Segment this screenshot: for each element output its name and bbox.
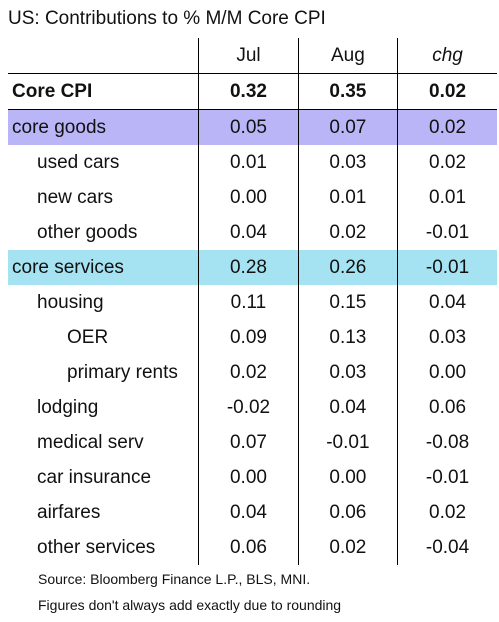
row-label: used cars bbox=[37, 151, 120, 173]
cell-chg: 0.00 bbox=[397, 355, 497, 390]
cell-jul: 0.06 bbox=[198, 530, 299, 565]
cell-chg: 0.03 bbox=[397, 320, 497, 355]
cell-aug: 0.15 bbox=[297, 285, 398, 320]
cell-jul: 0.09 bbox=[198, 320, 299, 355]
row-label: new cars bbox=[37, 186, 114, 208]
row-label: core services bbox=[8, 250, 199, 285]
cell-chg: 0.06 bbox=[397, 390, 497, 425]
cell-jul: 0.01 bbox=[198, 145, 299, 180]
cell-chg: 0.02 bbox=[397, 495, 497, 530]
footnotes: Source: Bloomberg Finance L.P., BLS, MNI… bbox=[38, 566, 341, 618]
row-label: lodging bbox=[37, 396, 99, 418]
cell-chg: -0.01 bbox=[397, 215, 497, 250]
table-row: other services 0.06 0.02 -0.04 bbox=[8, 530, 497, 565]
cell-chg: -0.01 bbox=[397, 250, 497, 285]
contributions-table: Jul Aug chg Core CPI 0.32 0.35 0.02 core goo… bbox=[8, 38, 497, 565]
cell-aug: 0.13 bbox=[297, 320, 398, 355]
column-header-jul: Jul bbox=[198, 38, 299, 74]
cell-chg: -0.04 bbox=[397, 530, 497, 565]
table-row: Core CPI 0.32 0.35 0.02 bbox=[8, 73, 497, 110]
cell-aug: 0.07 bbox=[297, 109, 398, 145]
cell-jul: -0.02 bbox=[198, 390, 299, 425]
row-label: medical serv bbox=[37, 431, 144, 453]
cell-jul: 0.04 bbox=[198, 495, 299, 530]
cell-jul: 0.00 bbox=[198, 180, 299, 215]
row-label: OER bbox=[67, 326, 109, 348]
cell-jul: 0.02 bbox=[198, 355, 299, 390]
table-row: airfares 0.04 0.06 0.02 bbox=[8, 495, 497, 530]
cell-jul: 0.00 bbox=[198, 460, 299, 495]
row-label: core goods bbox=[8, 109, 199, 145]
cell-aug: 0.03 bbox=[297, 355, 398, 390]
cell-chg: -0.08 bbox=[397, 425, 497, 460]
cell-aug: 0.26 bbox=[297, 250, 398, 285]
table-row: used cars 0.01 0.03 0.02 bbox=[8, 145, 497, 180]
cell-chg: 0.01 bbox=[397, 180, 497, 215]
cell-chg: 0.02 bbox=[397, 109, 497, 145]
cell-aug: 0.06 bbox=[297, 495, 398, 530]
table-row: new cars 0.00 0.01 0.01 bbox=[8, 180, 497, 215]
cell-aug: 0.02 bbox=[297, 530, 398, 565]
cell-chg: 0.02 bbox=[397, 73, 497, 110]
table-row: medical serv 0.07 -0.01 -0.08 bbox=[8, 425, 497, 460]
table-row: core goods 0.05 0.07 0.02 bbox=[8, 109, 497, 145]
cell-jul: 0.28 bbox=[198, 250, 299, 285]
row-label: other services bbox=[37, 536, 156, 558]
cell-aug: 0.00 bbox=[297, 460, 398, 495]
table-row: OER 0.09 0.13 0.03 bbox=[8, 320, 497, 355]
table-row: primary rents 0.02 0.03 0.00 bbox=[8, 355, 497, 390]
table-row: lodging -0.02 0.04 0.06 bbox=[8, 390, 497, 425]
cell-jul: 0.11 bbox=[198, 285, 299, 320]
cell-aug: 0.01 bbox=[297, 180, 398, 215]
rounding-note: Figures don't always add exactly due to … bbox=[38, 597, 342, 613]
row-label: airfares bbox=[37, 501, 101, 523]
cell-aug: -0.01 bbox=[297, 425, 398, 460]
row-label: Core CPI bbox=[8, 73, 199, 110]
cell-aug: 0.35 bbox=[297, 73, 398, 110]
cell-chg: 0.02 bbox=[397, 145, 497, 180]
row-label: primary rents bbox=[67, 361, 178, 383]
cell-chg: 0.04 bbox=[397, 285, 497, 320]
chart-title: US: Contributions to % M/M Core CPI bbox=[8, 8, 326, 29]
cell-chg: -0.01 bbox=[397, 460, 497, 495]
row-label: car insurance bbox=[37, 466, 152, 488]
table-body: Core CPI 0.32 0.35 0.02 core goods 0.05 0.07 0.… bbox=[8, 73, 497, 565]
source-note: Source: Bloomberg Finance L.P., BLS, MNI… bbox=[38, 571, 311, 587]
cell-aug: 0.02 bbox=[297, 215, 398, 250]
table-row: other goods 0.04 0.02 -0.01 bbox=[8, 215, 497, 250]
header-label-column bbox=[8, 38, 199, 74]
cell-aug: 0.03 bbox=[297, 145, 398, 180]
column-header-chg: chg bbox=[397, 38, 497, 74]
table-row: housing 0.11 0.15 0.04 bbox=[8, 285, 497, 320]
cell-jul: 0.32 bbox=[198, 73, 299, 110]
cell-jul: 0.04 bbox=[198, 215, 299, 250]
cell-aug: 0.04 bbox=[297, 390, 398, 425]
header-row: Jul Aug chg bbox=[8, 38, 497, 74]
cell-jul: 0.07 bbox=[198, 425, 299, 460]
column-header-aug: Aug bbox=[297, 38, 398, 74]
row-label: other goods bbox=[37, 221, 138, 243]
cell-jul: 0.05 bbox=[198, 109, 299, 145]
table-row: car insurance 0.00 0.00 -0.01 bbox=[8, 460, 497, 495]
table-row: core services 0.28 0.26 -0.01 bbox=[8, 250, 497, 285]
row-label: housing bbox=[37, 291, 104, 313]
